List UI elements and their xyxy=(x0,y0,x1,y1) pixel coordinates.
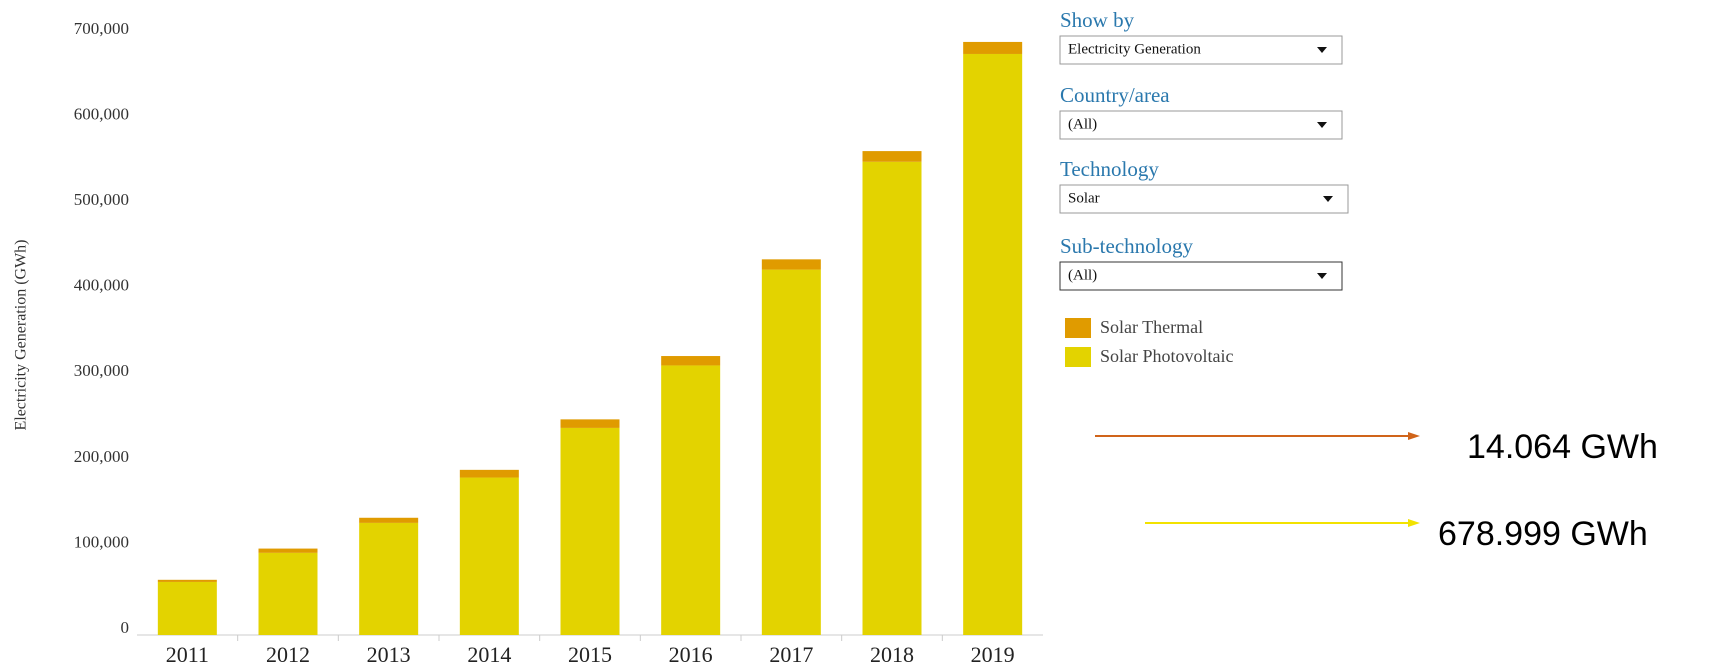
dropdown-value: (All) xyxy=(1068,116,1097,132)
bar-segment xyxy=(359,522,419,635)
bar-segment xyxy=(963,53,1023,636)
bar-segment xyxy=(963,41,1023,54)
legend-swatch xyxy=(1065,318,1091,338)
dropdown-arrow xyxy=(1323,196,1333,202)
bar-segment xyxy=(862,151,922,162)
x-tick-label: 2018 xyxy=(870,642,914,666)
y-axis-label: Electricity Generation (GWh) xyxy=(13,239,30,430)
bar-segment xyxy=(359,517,419,523)
x-tick-label: 2019 xyxy=(971,642,1015,666)
arrow-head xyxy=(1408,432,1420,440)
bar-segment xyxy=(661,356,721,366)
y-tick-label: 100,000 xyxy=(74,532,129,551)
y-tick-label: 300,000 xyxy=(74,361,129,380)
bar-segment xyxy=(157,581,217,635)
control-label: Technology xyxy=(1060,157,1159,181)
y-tick-label: 500,000 xyxy=(74,190,129,209)
y-tick-label: 600,000 xyxy=(74,104,129,123)
y-tick-label: 700,000 xyxy=(74,19,129,38)
x-tick-label: 2012 xyxy=(266,642,310,666)
bar-segment xyxy=(560,427,620,635)
x-tick-label: 2016 xyxy=(669,642,713,666)
control-label: Country/area xyxy=(1060,83,1170,107)
y-tick-label: 200,000 xyxy=(74,447,129,466)
bar-segment xyxy=(862,161,922,636)
dropdown-value: (All) xyxy=(1068,267,1097,283)
legend-label: Solar Thermal xyxy=(1100,317,1203,337)
dropdown[interactable] xyxy=(1059,110,1343,140)
bar-segment xyxy=(661,365,721,635)
annotation: 678.999 GWh xyxy=(1438,515,1648,553)
annotation: 14.064 GWh xyxy=(1467,428,1658,466)
y-tick-label: 0 xyxy=(121,618,130,637)
x-tick-label: 2017 xyxy=(769,642,813,666)
control-label: Show by xyxy=(1060,8,1135,32)
dropdown-value: Electricity Generation xyxy=(1068,41,1201,57)
x-tick-label: 2015 xyxy=(568,642,612,666)
dropdown-arrow xyxy=(1317,273,1327,279)
dropdown[interactable] xyxy=(1059,261,1343,291)
x-tick-label: 2011 xyxy=(166,642,209,666)
bar-segment xyxy=(459,477,519,635)
x-tick-label: 2013 xyxy=(367,642,411,666)
dropdown[interactable] xyxy=(1059,35,1343,65)
arrow-head xyxy=(1408,519,1420,527)
bar-segment xyxy=(157,579,217,582)
dropdown-value: Solar xyxy=(1068,190,1100,206)
bar-segment xyxy=(761,269,821,635)
bar-segment xyxy=(258,552,318,635)
legend-label: Solar Photovoltaic xyxy=(1100,346,1234,366)
bar-segment xyxy=(459,469,519,478)
y-tick-label: 400,000 xyxy=(74,276,129,295)
bar-segment xyxy=(258,548,318,553)
bar-segment xyxy=(560,419,620,428)
control-label: Sub-technology xyxy=(1060,234,1193,258)
dropdown[interactable] xyxy=(1059,184,1349,214)
dropdown-arrow xyxy=(1317,47,1327,53)
legend-swatch xyxy=(1065,347,1091,367)
bar-segment xyxy=(761,259,821,270)
x-tick-label: 2014 xyxy=(467,642,511,666)
dropdown-arrow xyxy=(1317,122,1327,128)
